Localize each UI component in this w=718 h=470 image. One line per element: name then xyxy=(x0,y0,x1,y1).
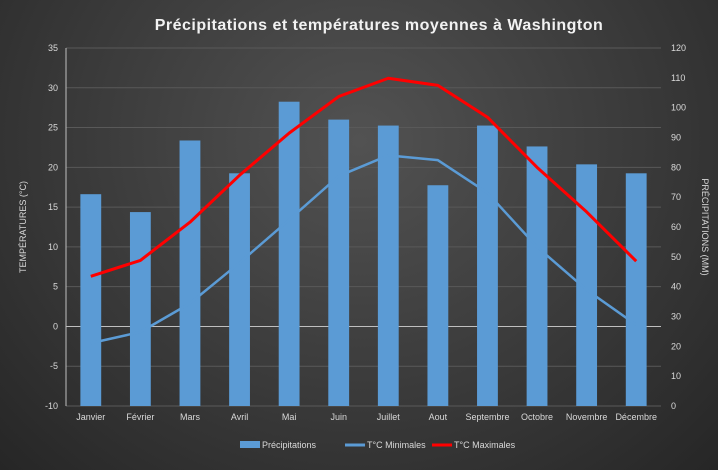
gridlines xyxy=(66,47,661,407)
bar xyxy=(526,146,548,406)
bar xyxy=(377,125,399,407)
y-tick-right-label: 50 xyxy=(671,252,681,262)
x-tick-label: Janvier xyxy=(76,412,105,422)
y-tick-left-label: -5 xyxy=(50,361,58,371)
bar xyxy=(328,119,350,406)
temperature-lines xyxy=(90,76,638,345)
y-tick-right-label: 0 xyxy=(671,401,676,411)
y-tick-left-label: 5 xyxy=(53,282,58,292)
y-tick-left-label: 35 xyxy=(48,43,58,53)
y-tick-right-label: 60 xyxy=(671,222,681,232)
y-tick-right-label: 80 xyxy=(671,162,681,172)
bar xyxy=(427,185,449,406)
y-tick-left-label: 0 xyxy=(53,321,58,331)
y-tick-right-label: 10 xyxy=(671,371,681,381)
y-tick-left-label: 20 xyxy=(48,162,58,172)
legend: Précipitations T°C Minimales T°C Maximales xyxy=(240,440,516,450)
y-tick-left-label: 30 xyxy=(48,83,58,93)
axes: -10 -5 0 5 10 15 20 25 30 35 0 10 20 30 40 50 60 70 80 90 10… xyxy=(45,43,686,422)
y-axis-left-label: TEMPÉRATURES (°C) xyxy=(18,181,28,273)
x-tick-label: Février xyxy=(126,412,154,422)
x-tick-label: Juillet xyxy=(377,412,401,422)
legend-swatch xyxy=(240,441,260,448)
y-tick-right-label: 100 xyxy=(671,103,686,113)
y-tick-right-label: 90 xyxy=(671,133,681,143)
y-tick-left-label: -10 xyxy=(45,401,58,411)
bar xyxy=(477,125,498,407)
bar xyxy=(576,164,598,406)
y-tick-right-label: 70 xyxy=(671,192,681,202)
legend-label: T°C Minimales xyxy=(367,440,426,450)
bar xyxy=(625,173,647,406)
y-tick-left-label: 25 xyxy=(48,123,58,133)
x-tick-label: Octobre xyxy=(521,412,553,422)
legend-label: T°C Maximales xyxy=(454,440,516,450)
bar xyxy=(278,101,300,406)
x-tick-label: Aout xyxy=(429,412,448,422)
chart-title: Précipitations et températures moyennes … xyxy=(155,17,604,34)
x-tick-label: Avril xyxy=(231,412,248,422)
y-tick-left-label: 10 xyxy=(48,242,58,252)
y-tick-right-label: 30 xyxy=(671,312,681,322)
x-tick-label: Novembre xyxy=(566,412,608,422)
bar xyxy=(129,212,151,406)
x-tick-label: Décembre xyxy=(615,412,657,422)
y-tick-left-label: 15 xyxy=(48,202,58,212)
bar xyxy=(80,194,102,406)
legend-label: Précipitations xyxy=(262,440,317,450)
x-tick-label: Mai xyxy=(282,412,297,422)
y-tick-right-label: 20 xyxy=(671,341,681,351)
y-tick-right-label: 110 xyxy=(671,73,685,83)
x-tick-label: Septembre xyxy=(465,412,509,422)
x-tick-label: Juin xyxy=(330,412,347,422)
bar xyxy=(229,173,250,406)
series-line xyxy=(90,154,637,345)
bar xyxy=(179,140,201,406)
series-line xyxy=(90,76,638,278)
y-axis-right-label: PRÉCIPITATIONS (MM) xyxy=(700,178,710,275)
precipitation-bars xyxy=(80,101,647,407)
x-tick-label: Mars xyxy=(180,412,200,422)
y-tick-right-label: 40 xyxy=(671,282,681,292)
y-tick-right-label: 120 xyxy=(671,43,686,53)
